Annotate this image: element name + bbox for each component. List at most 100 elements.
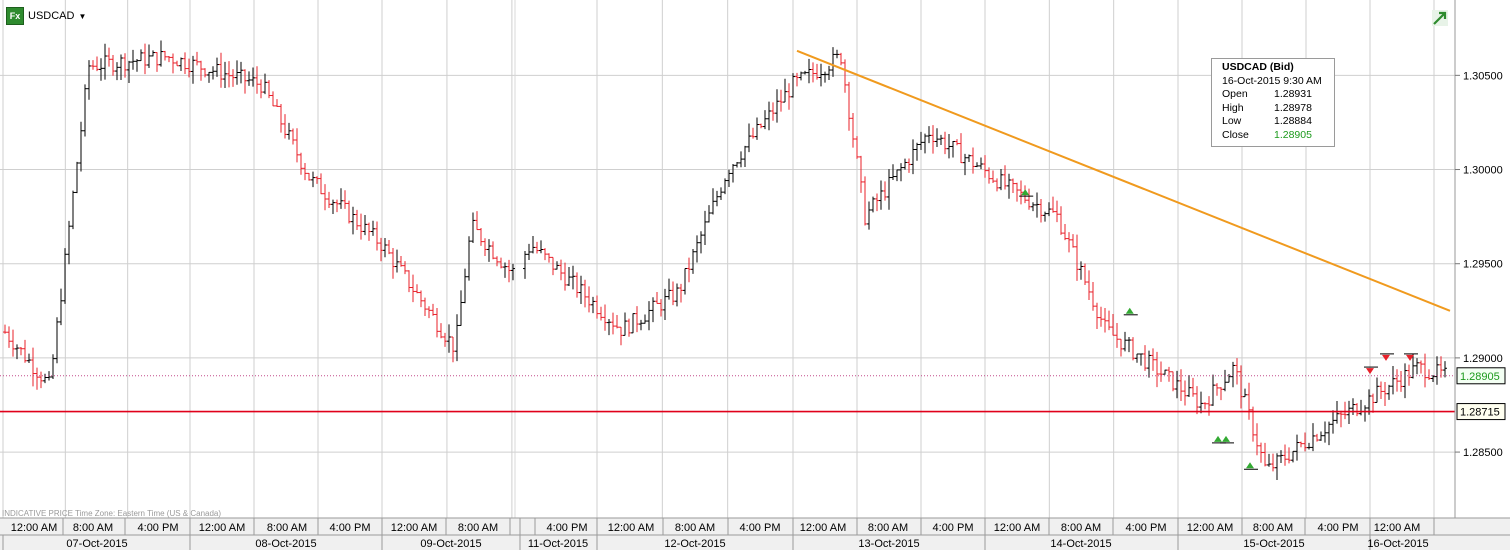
ohlc-bar — [71, 190, 75, 230]
ohlc-bar — [15, 344, 19, 360]
ohlc-bar — [875, 193, 879, 212]
ohlc-bar — [755, 117, 759, 140]
ohlc-bar — [1339, 410, 1343, 428]
ohlc-bar — [1443, 361, 1447, 378]
ohlc-bar — [543, 248, 547, 261]
ohlc-bar — [263, 73, 267, 95]
ohlc-bar — [1367, 389, 1371, 415]
ohlc-bar — [767, 101, 771, 131]
ohlc-bar — [1307, 442, 1311, 450]
ohlc-bar — [595, 295, 599, 319]
date-label: 14-Oct-2015 — [1050, 538, 1111, 550]
ohlc-bar — [375, 221, 379, 251]
ohlc-bar — [203, 68, 207, 78]
ohlc-bar — [499, 257, 503, 269]
red-down-marker-icon — [1406, 354, 1414, 361]
ohlc-bar — [311, 171, 315, 188]
trendline — [796, 49, 1451, 312]
ohlc-bar — [527, 243, 531, 261]
ohlc-bar — [343, 190, 347, 209]
y-tick-label: 1.29500 — [1463, 259, 1503, 271]
symbol-selector[interactable]: Fx USDCAD ▼ — [6, 7, 86, 25]
tooltip-title: USDCAD (Bid) — [1222, 61, 1294, 73]
ohlc-bar — [1403, 363, 1407, 399]
ohlc-bar — [671, 281, 675, 306]
fx-icon: Fx — [6, 7, 24, 25]
ohlc-bar — [23, 339, 27, 363]
symbol-label[interactable]: USDCAD — [28, 10, 75, 22]
time-tick-label: 4:00 PM — [330, 522, 371, 534]
ohlc-bar — [155, 52, 159, 72]
ohlc-bar — [435, 308, 439, 338]
ohlc-bar — [323, 184, 327, 211]
ohlc-bar — [911, 139, 915, 175]
ohlc-bar — [771, 102, 775, 121]
ohlc-bar — [819, 63, 823, 87]
tooltip-row-open: Open 1.28931 — [1222, 88, 1312, 101]
ohlc-bar — [987, 167, 991, 184]
ohlc-bar — [711, 188, 715, 215]
ohlc-bar — [1239, 365, 1243, 409]
ohlc-bar — [287, 122, 291, 140]
ohlc-bar — [147, 44, 151, 69]
ohlc-bar — [459, 290, 463, 326]
ohlc-bar — [1319, 431, 1323, 441]
ohlc-bar — [695, 235, 699, 263]
ohlc-bar — [1223, 369, 1227, 392]
chart-expand-icon[interactable] — [1432, 10, 1448, 31]
ohlc-bar — [179, 57, 183, 72]
ohlc-bar — [487, 239, 491, 262]
ohlc-bar — [803, 70, 807, 75]
time-tick-label: 4:00 PM — [933, 522, 974, 534]
ohlc-bar — [779, 89, 783, 112]
ohlc-bar — [1215, 383, 1219, 396]
ohlc-bar — [579, 275, 583, 304]
ohlc-bar — [335, 199, 339, 213]
date-label: 13-Oct-2015 — [858, 538, 919, 550]
ohlc-bar — [1431, 375, 1435, 383]
ohlc-bar — [1135, 353, 1139, 363]
time-tick-label: 4:00 PM — [1126, 522, 1167, 534]
ohlc-bar — [1379, 381, 1383, 400]
ohlc-bar — [719, 187, 723, 201]
ohlc-bar — [159, 40, 163, 67]
ohlc-bar — [1195, 386, 1199, 415]
ohlc-bar — [359, 213, 363, 240]
ohlc-bar — [1087, 270, 1091, 300]
time-tick-label: 8:00 AM — [1253, 522, 1293, 534]
ohlc-bar — [243, 69, 247, 94]
ohlc-bar — [399, 256, 403, 267]
time-tick-label: 8:00 AM — [868, 522, 908, 534]
ohlc-bar — [339, 188, 343, 209]
y-tick-label: 1.29000 — [1463, 353, 1503, 365]
ohlc-bar — [555, 261, 559, 270]
ohlc-bar — [1423, 353, 1427, 388]
ohlc-bar — [1279, 450, 1283, 463]
date-label: 09-Oct-2015 — [420, 538, 481, 550]
ohlc-bar — [275, 99, 279, 107]
time-tick-label: 12:00 AM — [199, 522, 245, 534]
ohlc-bar — [919, 131, 923, 151]
ohlc-bar — [707, 205, 711, 223]
ohlc-bar — [395, 249, 399, 273]
ohlc-bar — [307, 172, 311, 181]
ohlc-bar — [139, 49, 143, 62]
time-tick-label: 12:00 AM — [391, 522, 437, 534]
ohlc-bar — [1295, 434, 1299, 461]
ohlc-bar — [1051, 196, 1055, 213]
ohlc-bar — [11, 329, 15, 357]
ohlc-bar — [823, 71, 827, 83]
ohlc-bar — [87, 60, 91, 100]
ohlc-bar — [355, 209, 359, 231]
caret-down-icon[interactable]: ▼ — [78, 11, 87, 21]
ohlc-bar — [1179, 369, 1183, 401]
ohlc-bar — [1395, 369, 1399, 392]
ohlc-bar — [1107, 310, 1111, 331]
tooltip-row-low: Low 1.28884 — [1222, 115, 1312, 128]
ohlc-bar — [1187, 375, 1191, 397]
time-tick-label: 12:00 AM — [994, 522, 1040, 534]
ohlc-bar — [1167, 366, 1171, 382]
date-label: 08-Oct-2015 — [255, 538, 316, 550]
ohlc-bar — [1019, 180, 1023, 205]
ohlc-bar — [455, 314, 459, 362]
